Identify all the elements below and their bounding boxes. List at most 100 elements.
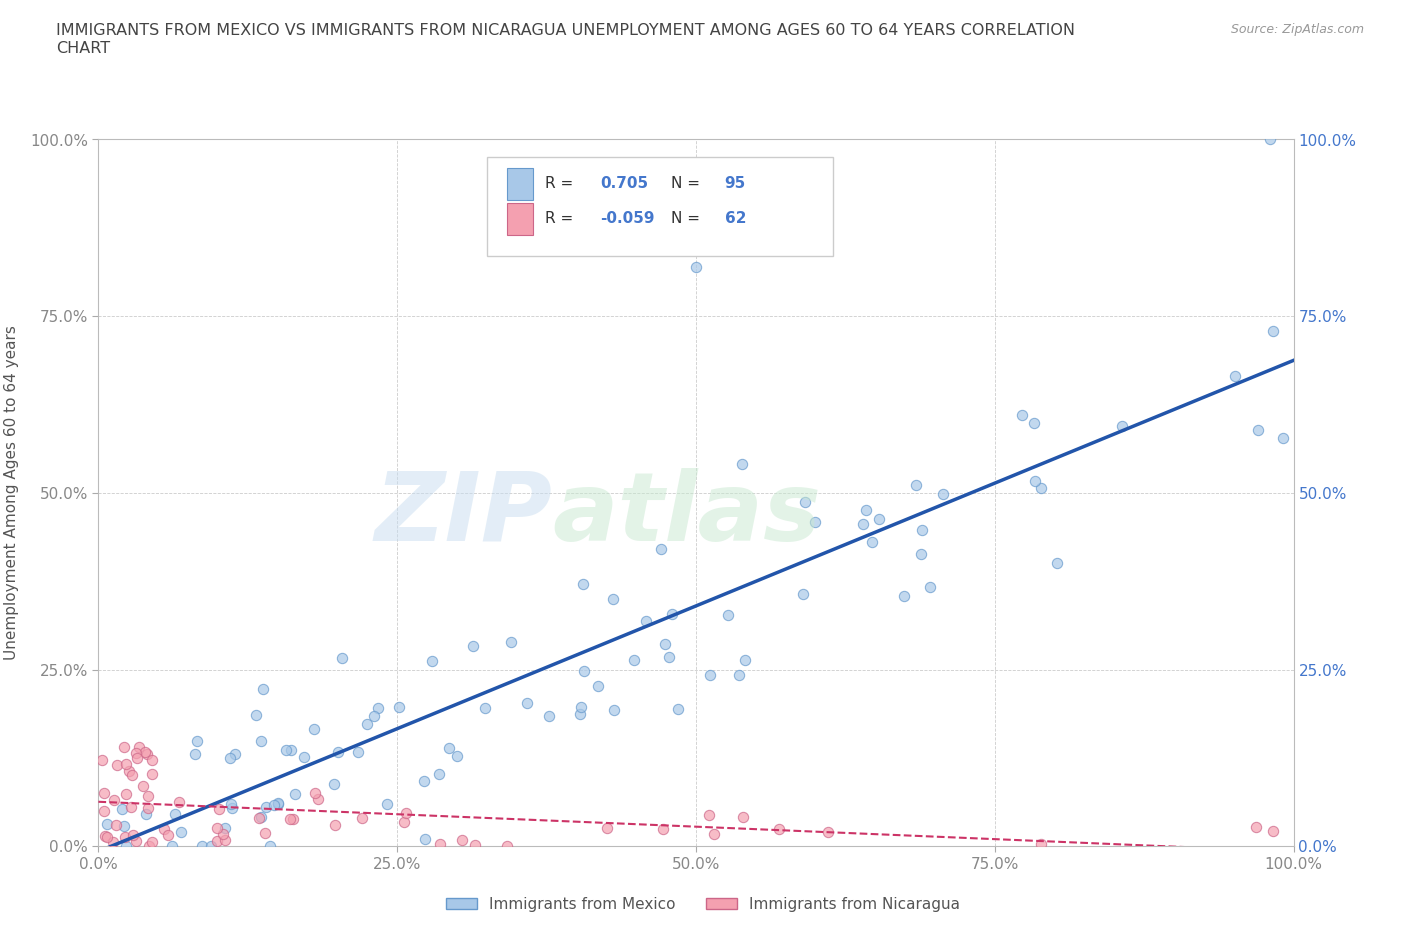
Point: [437, 740, 460, 755]
Point: [658, 650, 681, 665]
Point: [910, 547, 932, 562]
Point: [1261, 823, 1284, 838]
Point: [654, 637, 676, 652]
Point: [413, 774, 436, 789]
Point: [666, 701, 689, 716]
Point: [717, 607, 740, 622]
Point: [375, 797, 398, 812]
Point: [141, 834, 163, 849]
Text: ZIP: ZIP: [374, 468, 553, 561]
Point: [114, 756, 136, 771]
Point: [141, 753, 163, 768]
Point: [363, 709, 385, 724]
Point: [96, 830, 118, 844]
Point: [413, 832, 436, 847]
Point: [596, 820, 619, 835]
Point: [1031, 481, 1053, 496]
Point: [768, 821, 790, 836]
Point: [499, 634, 522, 649]
Point: [134, 745, 156, 760]
Point: [280, 742, 302, 757]
Point: [352, 811, 374, 826]
Point: [516, 696, 538, 711]
Point: [121, 768, 143, 783]
Point: [214, 820, 236, 835]
Text: R =: R =: [546, 176, 578, 191]
Point: [586, 678, 609, 693]
Point: [1046, 555, 1069, 570]
Point: [266, 795, 288, 810]
FancyBboxPatch shape: [486, 157, 834, 256]
Bar: [508, 203, 533, 235]
Point: [496, 839, 519, 854]
Point: [388, 699, 411, 714]
Point: [1246, 819, 1268, 834]
Text: 0.705: 0.705: [600, 176, 648, 191]
Point: [249, 734, 271, 749]
Point: [125, 751, 148, 765]
Point: [572, 577, 595, 591]
Point: [128, 740, 150, 755]
Point: [96, 817, 118, 831]
Point: [278, 812, 301, 827]
Point: [1263, 324, 1285, 339]
Point: [395, 805, 418, 820]
Point: [190, 839, 212, 854]
Point: [112, 740, 135, 755]
Point: [356, 717, 378, 732]
Point: [328, 745, 350, 760]
Point: [200, 839, 222, 854]
Point: [170, 824, 193, 839]
Point: [569, 699, 592, 714]
Y-axis label: Unemployment Among Ages 60 to 64 years: Unemployment Among Ages 60 to 64 years: [4, 326, 18, 660]
Point: [284, 786, 307, 801]
Point: [103, 792, 125, 807]
Point: [446, 749, 468, 764]
Point: [259, 839, 281, 854]
Point: [1225, 368, 1247, 383]
Point: [125, 746, 148, 761]
Point: [112, 819, 135, 834]
Point: [105, 757, 128, 772]
Point: [205, 833, 228, 848]
Point: [136, 747, 159, 762]
Point: [267, 797, 290, 812]
Bar: [508, 167, 533, 200]
Point: [254, 826, 277, 841]
Point: [574, 664, 596, 679]
Point: [731, 457, 754, 472]
Point: [308, 791, 330, 806]
Point: [183, 747, 205, 762]
Point: [1271, 431, 1294, 445]
Point: [90, 752, 112, 767]
Point: [346, 745, 368, 760]
Point: [160, 839, 183, 854]
Point: [292, 749, 315, 764]
Point: [252, 681, 274, 696]
Point: [115, 787, 138, 802]
Point: [125, 833, 148, 848]
Point: [651, 822, 673, 837]
Point: [699, 668, 721, 683]
Point: [427, 766, 450, 781]
Point: [93, 786, 115, 801]
Text: atlas: atlas: [553, 468, 821, 561]
Point: [918, 579, 941, 594]
Point: [650, 542, 672, 557]
Point: [697, 807, 720, 822]
Point: [1258, 132, 1281, 147]
Point: [1247, 422, 1270, 437]
Point: [868, 512, 890, 526]
Point: [420, 654, 443, 669]
Point: [636, 614, 658, 629]
Point: [464, 838, 486, 853]
Point: [792, 587, 814, 602]
Point: [219, 797, 242, 812]
Point: [1022, 416, 1045, 431]
Point: [221, 801, 243, 816]
Point: [911, 522, 934, 537]
Point: [218, 751, 240, 766]
Point: [167, 795, 190, 810]
Point: [224, 747, 246, 762]
Point: [122, 827, 145, 842]
